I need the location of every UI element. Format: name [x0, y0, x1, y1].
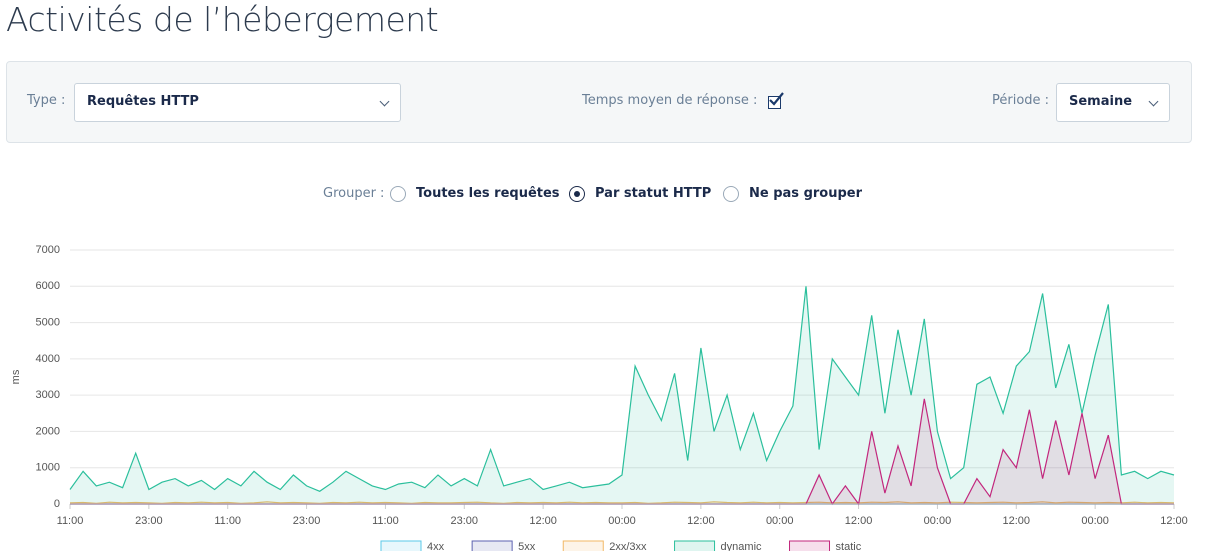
chevron	[379, 96, 390, 107]
x-tick-label: 00:00	[608, 515, 636, 527]
radio[interactable]	[390, 186, 406, 202]
y-axis-label: ms	[10, 369, 22, 384]
x-tick-label: 00:00	[924, 515, 952, 527]
y-tick-label: 3000	[36, 389, 60, 401]
legend-label: static	[836, 541, 862, 551]
radio-dot	[574, 191, 580, 197]
response-label: Temps moyen de réponse :	[582, 93, 758, 108]
legend-label: dynamic	[721, 541, 762, 551]
period-value: Semaine	[1069, 94, 1133, 109]
legend-swatch	[789, 540, 831, 551]
x-tick-label: 11:00	[372, 515, 399, 527]
x-tick-label: 12:00	[1003, 515, 1031, 527]
series-line	[69, 286, 1175, 492]
grouping-label: Grouper :	[323, 186, 385, 201]
y-tick-label: 5000	[36, 316, 60, 328]
legend-swatch	[674, 540, 716, 551]
x-tick-label: 11:00	[57, 515, 84, 527]
x-tick-label: 12:00	[687, 515, 715, 527]
legend-swatch	[562, 540, 604, 551]
response-checkbox[interactable]	[768, 92, 784, 109]
filter-panel: Type : Requêtes HTTP Temps moyen de répo…	[6, 61, 1192, 143]
chevron	[1148, 96, 1159, 107]
y-tick-label: 7000	[36, 244, 60, 256]
x-tick-label: 12:00	[845, 515, 873, 527]
check	[769, 92, 784, 106]
legend-swatch	[380, 540, 422, 551]
legend-label: 5xx	[518, 541, 536, 551]
type-value: Requêtes HTTP	[87, 94, 199, 109]
period-select[interactable]: Semaine	[1056, 83, 1170, 122]
y-tick-label: 0	[54, 498, 60, 510]
x-tick-label: 23:00	[293, 515, 321, 527]
series-area	[70, 286, 1174, 504]
y-tick-label: 2000	[36, 425, 60, 437]
y-tick-label: 6000	[36, 280, 60, 292]
radio-label[interactable]: Ne pas grouper	[749, 186, 863, 201]
radio-label[interactable]: Toutes les requêtes	[416, 186, 560, 201]
x-tick-label: 00:00	[766, 515, 794, 527]
legend-label: 4xx	[427, 541, 445, 551]
x-tick-label: 12:00	[529, 515, 557, 527]
page-title: Activités de l’hébergement	[6, 0, 439, 39]
grouping: Grouper : Toutes les requêtes Par statut H…	[0, 184, 1206, 206]
x-tick-label: 00:00	[1081, 515, 1109, 527]
legend-label: 2xx/3xx	[609, 541, 647, 551]
period-label: Période :	[992, 93, 1050, 108]
type-label: Type :	[27, 93, 66, 108]
radio[interactable]	[723, 186, 739, 202]
x-tick-label: 23:00	[451, 515, 479, 527]
x-tick-label: 12:00	[1160, 515, 1188, 527]
radio-label[interactable]: Par statut HTTP	[595, 186, 712, 201]
y-tick-label: 4000	[36, 353, 60, 365]
y-tick-label: 1000	[36, 462, 60, 474]
x-tick-label: 23:00	[135, 515, 163, 527]
type-select[interactable]: Requêtes HTTP	[74, 83, 401, 122]
series-line	[69, 501, 1175, 504]
chart: 0 1000 2000 3000 4000 5000 6000 7000 11:00 23:00 1…	[10, 244, 1188, 551]
radio[interactable]	[569, 186, 585, 202]
x-tick-label: 11:00	[214, 515, 241, 527]
legend-swatch	[471, 540, 513, 551]
series-area	[70, 398, 1174, 504]
